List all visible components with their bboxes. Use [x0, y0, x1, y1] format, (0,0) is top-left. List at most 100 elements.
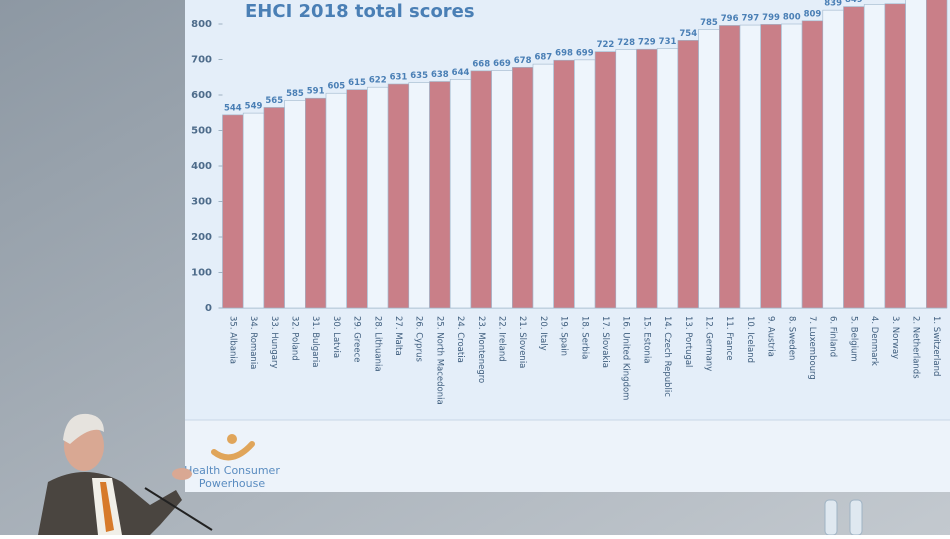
bar [491, 70, 513, 309]
speaker-hair [63, 413, 104, 444]
x-tick-label: 19. Spain [559, 316, 569, 356]
x-tick-label: 17. Slovakia [600, 316, 610, 368]
y-tick-label: 500 [191, 126, 212, 137]
x-tick-label: 3. Norway [890, 316, 900, 359]
value-label: 839 [824, 0, 842, 9]
bar [325, 92, 348, 309]
value-label: 729 [638, 38, 656, 48]
value-label: 622 [369, 76, 387, 86]
value-label: 591 [307, 87, 325, 97]
x-tick-label: 25. North Macedonia [434, 316, 444, 405]
bar [615, 49, 637, 309]
value-label: 855 [866, 0, 884, 3]
value-label: 857 [886, 0, 904, 2]
bar [925, 0, 948, 309]
value-label: 754 [679, 29, 697, 39]
value-label: 668 [472, 59, 490, 69]
x-tick-label: 27. Malta [393, 316, 403, 356]
x-tick-label: 22. Ireland [496, 316, 506, 362]
bar [594, 51, 617, 309]
bar [449, 79, 472, 309]
x-tick-label: 13. Portugal [683, 316, 693, 367]
value-label: 731 [659, 37, 677, 47]
value-label: 615 [348, 78, 366, 88]
bar [263, 107, 285, 309]
x-tick-label: 7. Luxembourg [807, 316, 817, 380]
bar [718, 25, 741, 309]
bar [843, 6, 865, 309]
bar [532, 63, 555, 309]
x-tick-label: 11. France [724, 316, 734, 360]
x-tick-label: 15. Estonia [641, 316, 651, 364]
x-tick-label: 6. Finland [828, 316, 838, 357]
x-tick-label: 20. Italy [538, 316, 548, 351]
bar [222, 114, 244, 309]
value-label: 809 [804, 9, 822, 19]
value-label: 687 [534, 53, 552, 63]
value-label: 544 [224, 103, 242, 113]
x-tick-label: 14. Czech Republic [662, 316, 672, 397]
chart: 0 100 200 300 400 500 600 700 800 544 35. Albania 5… [191, 0, 948, 405]
bar [905, 0, 927, 309]
y-tick-label: 400 [191, 161, 212, 172]
y-tick-label: 800 [191, 19, 212, 30]
value-label: 565 [265, 96, 283, 106]
bar [698, 29, 720, 309]
value-label: 669 [493, 59, 511, 69]
x-tick-label: 30. Latvia [331, 316, 341, 358]
x-tick-label: 35. Albania [227, 316, 237, 364]
x-tick-label: 33. Hungary [269, 316, 279, 369]
chart-title: EHCI 2018 total scores [245, 1, 475, 22]
bar [511, 67, 534, 309]
x-tick-label: 28. Lithuania [372, 316, 382, 372]
x-tick-label: 24. Croatia [455, 316, 465, 363]
bar [470, 70, 492, 309]
bar [822, 9, 844, 309]
value-label: 799 [762, 13, 780, 23]
value-label: 585 [286, 89, 304, 99]
x-tick-label: 34. Romania [248, 316, 258, 369]
microphone [144, 487, 213, 531]
y-tick-label: 300 [191, 197, 212, 208]
bar [242, 112, 265, 309]
bar [429, 81, 451, 309]
bottle [824, 499, 838, 536]
bar [884, 3, 906, 309]
bar [284, 100, 306, 309]
y-tick-label: 700 [191, 55, 212, 66]
value-label: 699 [576, 48, 594, 58]
y-tick-label: 100 [191, 268, 212, 279]
value-label: 797 [741, 14, 759, 24]
x-tick-label: 32. Poland [289, 316, 299, 361]
x-tick-label: 8. Sweden [786, 316, 796, 360]
x-tick-label: 1. Switzerland [931, 316, 941, 376]
bottle [849, 499, 863, 536]
value-label: 849 [845, 0, 863, 5]
x-tick-label: 23. Montenegro [476, 316, 486, 383]
x-tick-label: 21. Slovenia [517, 316, 527, 368]
x-tick-label: 16. United Kingdom [621, 316, 631, 400]
bar [408, 82, 430, 309]
bar [739, 24, 762, 309]
x-tick-label: 10. Iceland [745, 316, 755, 363]
value-label: 549 [245, 102, 263, 112]
value-label: 605 [327, 82, 345, 92]
value-label: 644 [452, 68, 470, 78]
logo-text: Powerhouse [199, 477, 265, 490]
x-tick-label: 26. Cyprus [414, 316, 424, 362]
speaker-tie [100, 482, 114, 532]
screen-footer [185, 420, 950, 492]
bar [387, 83, 410, 309]
bar [863, 4, 886, 309]
value-label: 638 [431, 70, 449, 80]
x-tick-label: 18. Serbia [579, 316, 589, 359]
y-tick-label: 0 [205, 303, 212, 314]
x-tick-label: 12. Germany [703, 316, 713, 371]
bar [346, 89, 368, 309]
x-tick-label: 29. Greece [352, 316, 362, 362]
logo-dot [227, 434, 237, 444]
value-label: 796 [721, 14, 739, 24]
y-tick-label: 200 [191, 232, 212, 243]
